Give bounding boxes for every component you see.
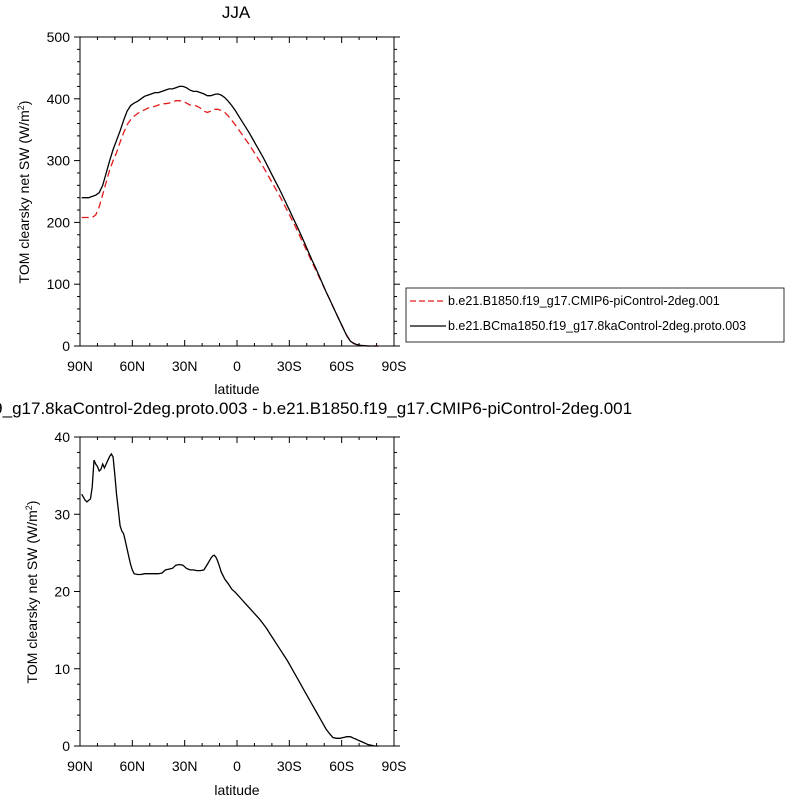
- x-tick-label: 60S: [329, 358, 354, 374]
- x-tick-label: 90N: [67, 358, 93, 374]
- x-tick-label: 0: [233, 358, 241, 374]
- y-tick-label: 0: [62, 338, 70, 354]
- top-x-axis-label: latitude: [214, 381, 259, 397]
- bottom-x-axis-label: latitude: [214, 782, 259, 798]
- top-panel: JJA 90N 60N 30N 0 30S 60S 90S0100200300400500 …: [16, 3, 406, 397]
- bottom-series-lines: [81, 452, 379, 747]
- top-series-lines: [81, 85, 379, 347]
- x-tick-label: 90S: [382, 358, 407, 374]
- legend: b.e21.B1850.f19_g17.CMIP6-piControl-2deg…: [405, 287, 785, 343]
- bottom-panel: b.e21.BCma1850.f19_g17.8kaControl-2deg.p…: [0, 399, 632, 798]
- legend-label-series-1: b.e21.B1850.f19_g17.CMIP6-piControl-2deg…: [448, 294, 720, 308]
- x-tick-label: 60N: [119, 758, 145, 774]
- x-tick-label: 30N: [172, 758, 198, 774]
- x-tick-label: 30S: [277, 358, 302, 374]
- bottom-chart-title: b.e21.BCma1850.f19_g17.8kaControl-2deg.p…: [0, 399, 632, 418]
- x-tick-label: 60S: [329, 758, 354, 774]
- bottom-axis-ticks: 90N 60N 30N 0 30S 60S 90S 0 10 20 30 40: [54, 429, 406, 774]
- legend-label-series-2: b.e21.BCma1850.f19_g17.8kaControl-2deg.p…: [448, 319, 746, 333]
- y-tick-label: 400: [47, 91, 71, 107]
- top-chart-title: JJA: [222, 3, 251, 22]
- y-tick-label: 30: [54, 506, 70, 522]
- x-tick-label: 60N: [119, 358, 145, 374]
- series-line-2: [81, 85, 379, 347]
- y-tick-label: 0: [62, 738, 70, 754]
- y-tick-label: 300: [47, 153, 71, 169]
- x-tick-label: 30N: [172, 358, 198, 374]
- x-tick-label: 0: [233, 758, 241, 774]
- top-y-axis-label: TOM clearsky net SW (W/m2): [16, 101, 32, 284]
- y-tick-label: 100: [47, 276, 71, 292]
- y-tick-label: 10: [54, 661, 70, 677]
- series-line-1: [81, 452, 379, 747]
- bottom-y-axis-label: TOM clearsky net SW (W/m2): [24, 501, 40, 684]
- y-tick-label: 40: [54, 429, 70, 445]
- x-tick-label: 90S: [382, 758, 407, 774]
- y-tick-label: 500: [47, 29, 71, 45]
- legend-box: [405, 287, 785, 343]
- y-tick-label: 20: [54, 584, 70, 600]
- x-tick-label: 30S: [277, 758, 302, 774]
- top-axis-ticks: 90N 60N 30N 0 30S 60S 90S 0 100 200 300 400 500: [47, 29, 407, 374]
- top-plot-frame: [79, 36, 395, 347]
- x-tick-label: 90N: [67, 758, 93, 774]
- y-tick-label: 200: [47, 214, 71, 230]
- bottom-plot-frame: [79, 436, 395, 747]
